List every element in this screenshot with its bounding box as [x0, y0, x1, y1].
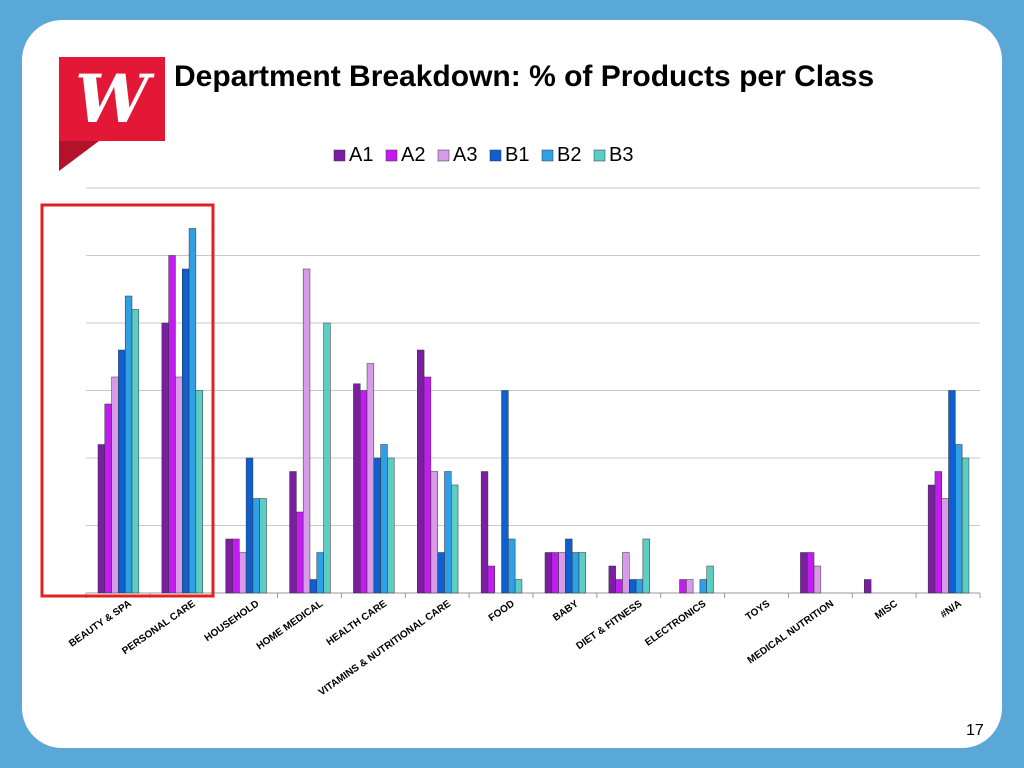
legend-label-B3: B3 [609, 144, 633, 166]
bar-A1 [161, 322, 169, 594]
x-tick-label: HOME MEDICAL [255, 598, 325, 652]
bar-A2 [104, 403, 112, 594]
bar-B2 [188, 228, 197, 594]
bar-B3 [642, 538, 650, 594]
bar-A1 [289, 471, 297, 594]
bar-B1 [501, 390, 509, 594]
bar-A3 [813, 565, 822, 594]
bar-B1 [245, 457, 254, 594]
bar-A1 [225, 538, 233, 594]
brand-logo [59, 57, 165, 141]
bar-B3 [195, 390, 203, 594]
bar-B1 [118, 349, 126, 594]
bar-A2 [168, 255, 176, 594]
bar-B2 [571, 552, 580, 594]
bar-A1 [927, 484, 936, 594]
bar-B2 [508, 538, 516, 594]
bar-B1 [629, 579, 637, 594]
x-tick-label: BABY [551, 598, 581, 623]
legend-label-A2: A2 [401, 144, 425, 166]
x-tick-label: TOYS [744, 598, 773, 623]
brand-logo-ribbon [59, 141, 99, 171]
legend-label-A1: A1 [349, 144, 373, 166]
bar-B2 [955, 444, 963, 594]
legend-swatch-B2 [541, 149, 554, 162]
legend-swatch-A2 [385, 149, 398, 162]
brand-logo-letter: W [74, 60, 150, 138]
bar-A3 [941, 498, 949, 594]
bar-B2 [699, 579, 707, 594]
bar-A2 [615, 579, 623, 594]
x-tick-label: HEALTH CARE [325, 598, 390, 648]
bar-B2 [316, 552, 324, 594]
bar-A1 [864, 579, 872, 594]
bar-A1 [544, 552, 553, 594]
x-tick-label: FOOD [487, 598, 517, 624]
bar-A3 [430, 471, 438, 594]
bar-B3 [706, 565, 714, 594]
bar-B2 [444, 471, 452, 594]
bar-A2 [934, 471, 942, 594]
bar-B2 [635, 579, 644, 594]
bar-A2 [679, 579, 687, 594]
bar-B2 [124, 295, 133, 594]
x-tick-label: ELECTRONICS [643, 598, 708, 648]
bar-B2 [252, 498, 260, 594]
bar-A2 [551, 552, 559, 594]
bar-A1 [800, 552, 808, 594]
bar-B3 [578, 552, 587, 594]
x-tick-label: MISC [873, 598, 900, 621]
x-tick-label: BEAUTY & SPA [67, 598, 134, 649]
bar-A1 [417, 349, 425, 594]
page-title: Department Breakdown: % of Products per … [174, 60, 875, 93]
bar-A3 [558, 552, 566, 594]
bar-B3 [451, 484, 459, 594]
bar-B1 [565, 538, 573, 594]
bar-A3 [175, 376, 183, 594]
bar-B1 [309, 579, 318, 594]
bar-A1 [97, 444, 106, 594]
bar-B1 [948, 390, 956, 594]
bar-A2 [296, 511, 304, 594]
bar-A3 [622, 552, 630, 594]
legend-label-B1: B1 [505, 144, 529, 166]
bar-A1 [353, 383, 361, 594]
legend-swatch-B1 [489, 149, 502, 162]
bar-A2 [359, 390, 368, 594]
legend-label-A3: A3 [453, 144, 477, 166]
bar-B3 [514, 579, 523, 594]
bar-B3 [323, 322, 331, 594]
bar-B3 [259, 498, 267, 594]
bar-A3 [302, 268, 311, 594]
bar-A3 [111, 376, 119, 594]
bar-A2 [232, 538, 240, 594]
bar-B1 [373, 457, 381, 594]
x-tick-label: #N/A [939, 598, 964, 620]
slide-number: 17 [966, 722, 984, 739]
bar-B2 [380, 444, 388, 594]
bar-B3 [131, 309, 140, 594]
bar-A1 [480, 471, 489, 594]
bar-B1 [437, 552, 445, 594]
bar-A2 [487, 565, 495, 594]
legend-label-B2: B2 [557, 144, 581, 166]
x-tick-label: VITAMINS & NUTRITIONAL CARE [317, 598, 453, 698]
bar-A1 [608, 565, 616, 594]
bar-B3 [387, 457, 395, 594]
bar-B1 [182, 268, 190, 594]
bar-A2 [806, 552, 815, 594]
legend-swatch-A1 [333, 149, 346, 162]
bar-A3 [239, 552, 247, 594]
highlight-box [40, 203, 215, 598]
legend-swatch-B3 [593, 149, 606, 162]
legend-swatch-A3 [437, 149, 450, 162]
x-tick-label: HOUSEHOLD [203, 598, 262, 644]
bar-A3 [366, 363, 375, 594]
bar-A2 [423, 376, 432, 594]
bar-A3 [686, 579, 694, 594]
x-tick-label: DIET & FITNESS [574, 598, 644, 652]
bar-B3 [961, 457, 970, 594]
